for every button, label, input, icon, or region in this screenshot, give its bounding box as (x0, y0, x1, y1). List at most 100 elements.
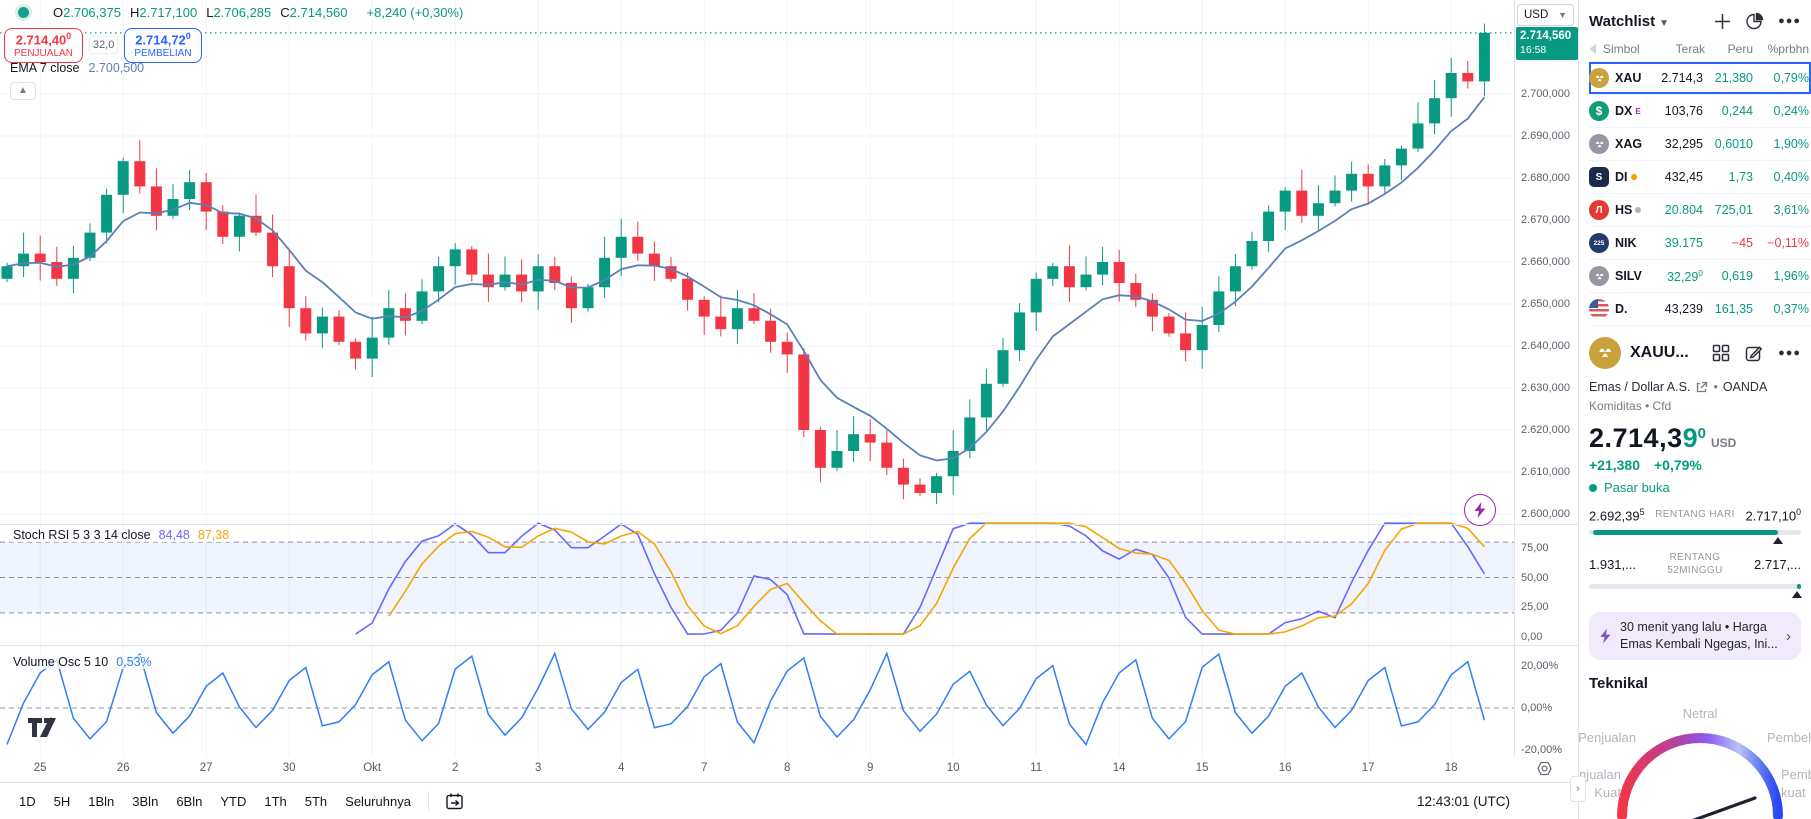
price-axis-label: 2.610,000 (1521, 466, 1570, 478)
52w-range-marker (1589, 589, 1802, 599)
date-axis-label: 15 (1195, 762, 1209, 774)
price-axis-label: 2.600,000 (1521, 508, 1570, 520)
date-axis-label: 25 (33, 762, 47, 774)
gold-icon (1589, 68, 1609, 88)
date-axis-label: 10 (946, 762, 960, 774)
gauge-arc (1617, 733, 1783, 819)
price-axis-label: 2.690,000 (1521, 130, 1570, 142)
price-axis-label: 2.630,000 (1521, 382, 1570, 394)
market-status: Pasar buka (1589, 480, 1811, 495)
gauge-label-strong-buy: Pembeliankuat (1781, 767, 1811, 801)
series-marker-icon (18, 7, 29, 18)
watchlist-row-hs[interactable]: Л HS 20.804 725,01 3,61% (1589, 194, 1811, 227)
date-axis[interactable]: 25 26 27 30 Okt 2 3 4 7 8 9 10 11 14 15 16 17 18 (0, 757, 1578, 782)
watchlist-row-silv[interactable]: SILV 32,290 0,619 1,96% (1589, 260, 1811, 293)
symbol-ticker: XAG (1615, 137, 1643, 151)
timeframe-6bln[interactable]: 6Bln (176, 793, 203, 809)
symbol-change: +21,380 +0,79% (1589, 457, 1702, 473)
current-price-badge: 2.714,560 16:58 (1516, 27, 1578, 60)
date-axis-label: 11 (1030, 762, 1043, 774)
go-to-date-button[interactable] (437, 789, 472, 814)
external-link-icon[interactable] (1695, 381, 1708, 394)
currency-dropdown[interactable]: USD ▼ (1517, 4, 1574, 26)
day-range-bar (1589, 530, 1801, 536)
change-value: 1,73 (1728, 170, 1753, 184)
news-headline[interactable]: 30 menit yang lalu • Harga Emas Kembali N… (1589, 612, 1801, 661)
technical-gauge[interactable]: Netral Penjualan Pembelian PenjualanKuat… (1579, 694, 1811, 819)
timeframe-1th[interactable]: 1Th (264, 793, 287, 809)
pane-settings-icon[interactable] (1536, 760, 1553, 777)
dollar-index-icon: $ (1589, 101, 1609, 121)
price-axis-label: 2.640,000 (1521, 340, 1570, 352)
change-value: −45 (1731, 236, 1753, 250)
timeframe-ytd[interactable]: YTD (220, 793, 247, 809)
vol-axis-label: -20,00% (1521, 744, 1562, 756)
change-percent: 0,79% (1773, 71, 1809, 85)
timeframe-3bln[interactable]: 3Bln (132, 793, 159, 809)
date-axis-label: 2 (451, 762, 459, 774)
stoch-rsi-legend: Stoch RSI 5 3 3 14 close 84,48 87,38 (10, 528, 233, 542)
grid-view-icon[interactable] (1712, 344, 1730, 362)
gauge-label-neutral: Netral (1682, 706, 1718, 722)
timeframe-seluruhnya[interactable]: Seluruhnya (345, 793, 411, 809)
timeframe-1bln[interactable]: 1Bln (88, 793, 115, 809)
watchlist-more-icon[interactable]: ●●● (1778, 15, 1801, 27)
ohlc-c: C2.714,560 (280, 5, 348, 20)
timeframe-5th[interactable]: 5Th (304, 793, 328, 809)
stoch-k-value: 84,48 (158, 528, 190, 542)
date-axis-label: 4 (617, 762, 625, 774)
panel-collapse-handle[interactable]: › (1570, 776, 1586, 802)
watchlist-column-headers[interactable]: Simbol Terak Peru %prbhn (1589, 36, 1811, 62)
badge-price: 2.714,560 (1520, 30, 1572, 42)
watchlist-title[interactable]: Watchlist ▼ (1589, 12, 1670, 30)
watchlist-row-nik[interactable]: 225 NIK 39.175 −45 −0,11% (1589, 227, 1811, 260)
watchlist-rows: XAU 2.714,3 21,380 0,79% $ DX E 103,76 0,244 0,24… (1589, 62, 1811, 326)
change-value: 161,35 (1714, 302, 1753, 316)
timeframe-5h[interactable]: 5H (53, 793, 71, 809)
buy-label: PEMBELIAN (134, 48, 192, 60)
watchlist-row-dx[interactable]: $ DX E 103,76 0,244 0,24% (1589, 95, 1811, 128)
change-percent: 0,40% (1773, 170, 1809, 184)
price-axis[interactable]: 2.700,000 2.690,000 2.680,000 2.670,000 2.66… (1516, 0, 1578, 757)
chevron-right-icon: › (1786, 627, 1791, 645)
watchlist-row-xau[interactable]: XAU 2.714,3 21,380 0,79% (1589, 62, 1811, 95)
vol-value: 0,53% (116, 655, 152, 669)
price-axis-label: 2.700,000 (1521, 88, 1570, 100)
day-range-labels: 2.692,395 RENTANG HARI 2.717,100 (1589, 507, 1801, 524)
symbol-more-icon[interactable]: ●●● (1778, 347, 1801, 359)
gauge-label-sell: Penjualan (1579, 730, 1636, 746)
watchlist-row-d[interactable]: D. 43,239 161,35 0,37% (1589, 293, 1811, 326)
chevron-down-icon: ▼ (1558, 10, 1567, 20)
boost-lightning-icon[interactable] (1464, 494, 1496, 526)
stoch-d-value: 87,38 (197, 528, 230, 542)
clock-utc[interactable]: 12:43:01 (UTC) (1416, 793, 1510, 809)
collapse-pane-button[interactable]: ▲ (10, 82, 36, 100)
watchlist-panel: Watchlist ▼ ●●● Simbol Terak Peru %prbhn … (1579, 0, 1811, 819)
symbol-ticker: XAU (1615, 71, 1642, 85)
symbol-name[interactable]: XAUU... (1630, 344, 1689, 361)
portfolio-pie-icon[interactable] (1745, 12, 1764, 31)
buy-button[interactable]: 2.714,720 PEMBELIAN (124, 28, 202, 63)
watchlist-row-xag[interactable]: XAG 32,295 0,6010 1,90% (1589, 128, 1811, 161)
price-axis-label: 2.650,000 (1521, 298, 1570, 310)
add-symbol-icon[interactable] (1714, 13, 1731, 30)
edit-note-icon[interactable] (1745, 344, 1763, 362)
toolbar-divider (427, 791, 429, 811)
symbol-header: XAUU... ●●● (1589, 326, 1811, 372)
price-chart-canvas[interactable] (0, 0, 1578, 782)
panel-divider[interactable] (1578, 0, 1579, 819)
trade-buttons-row: 2.714,400 PENJUALAN 32,0 2.714,720 PEMBE… (4, 28, 202, 63)
last-price: 32,295 (1664, 137, 1703, 151)
stoch-label: Stoch RSI 5 3 3 14 close (13, 528, 151, 542)
watchlist-row-di[interactable]: S DI 432,45 1,73 0,40% (1589, 161, 1811, 194)
date-axis-label: 27 (199, 762, 213, 774)
date-axis-label: 3 (534, 762, 542, 774)
price-axis-label: 2.670,000 (1521, 214, 1570, 226)
change-value: 0,619 (1721, 269, 1753, 283)
ohlc-h: H2.717,100 (129, 5, 198, 20)
sell-button[interactable]: 2.714,400 PENJUALAN (4, 28, 83, 63)
timeframe-1d[interactable]: 1D (19, 793, 36, 809)
silver-icon (1589, 134, 1609, 154)
date-axis-label: Okt (363, 762, 382, 774)
